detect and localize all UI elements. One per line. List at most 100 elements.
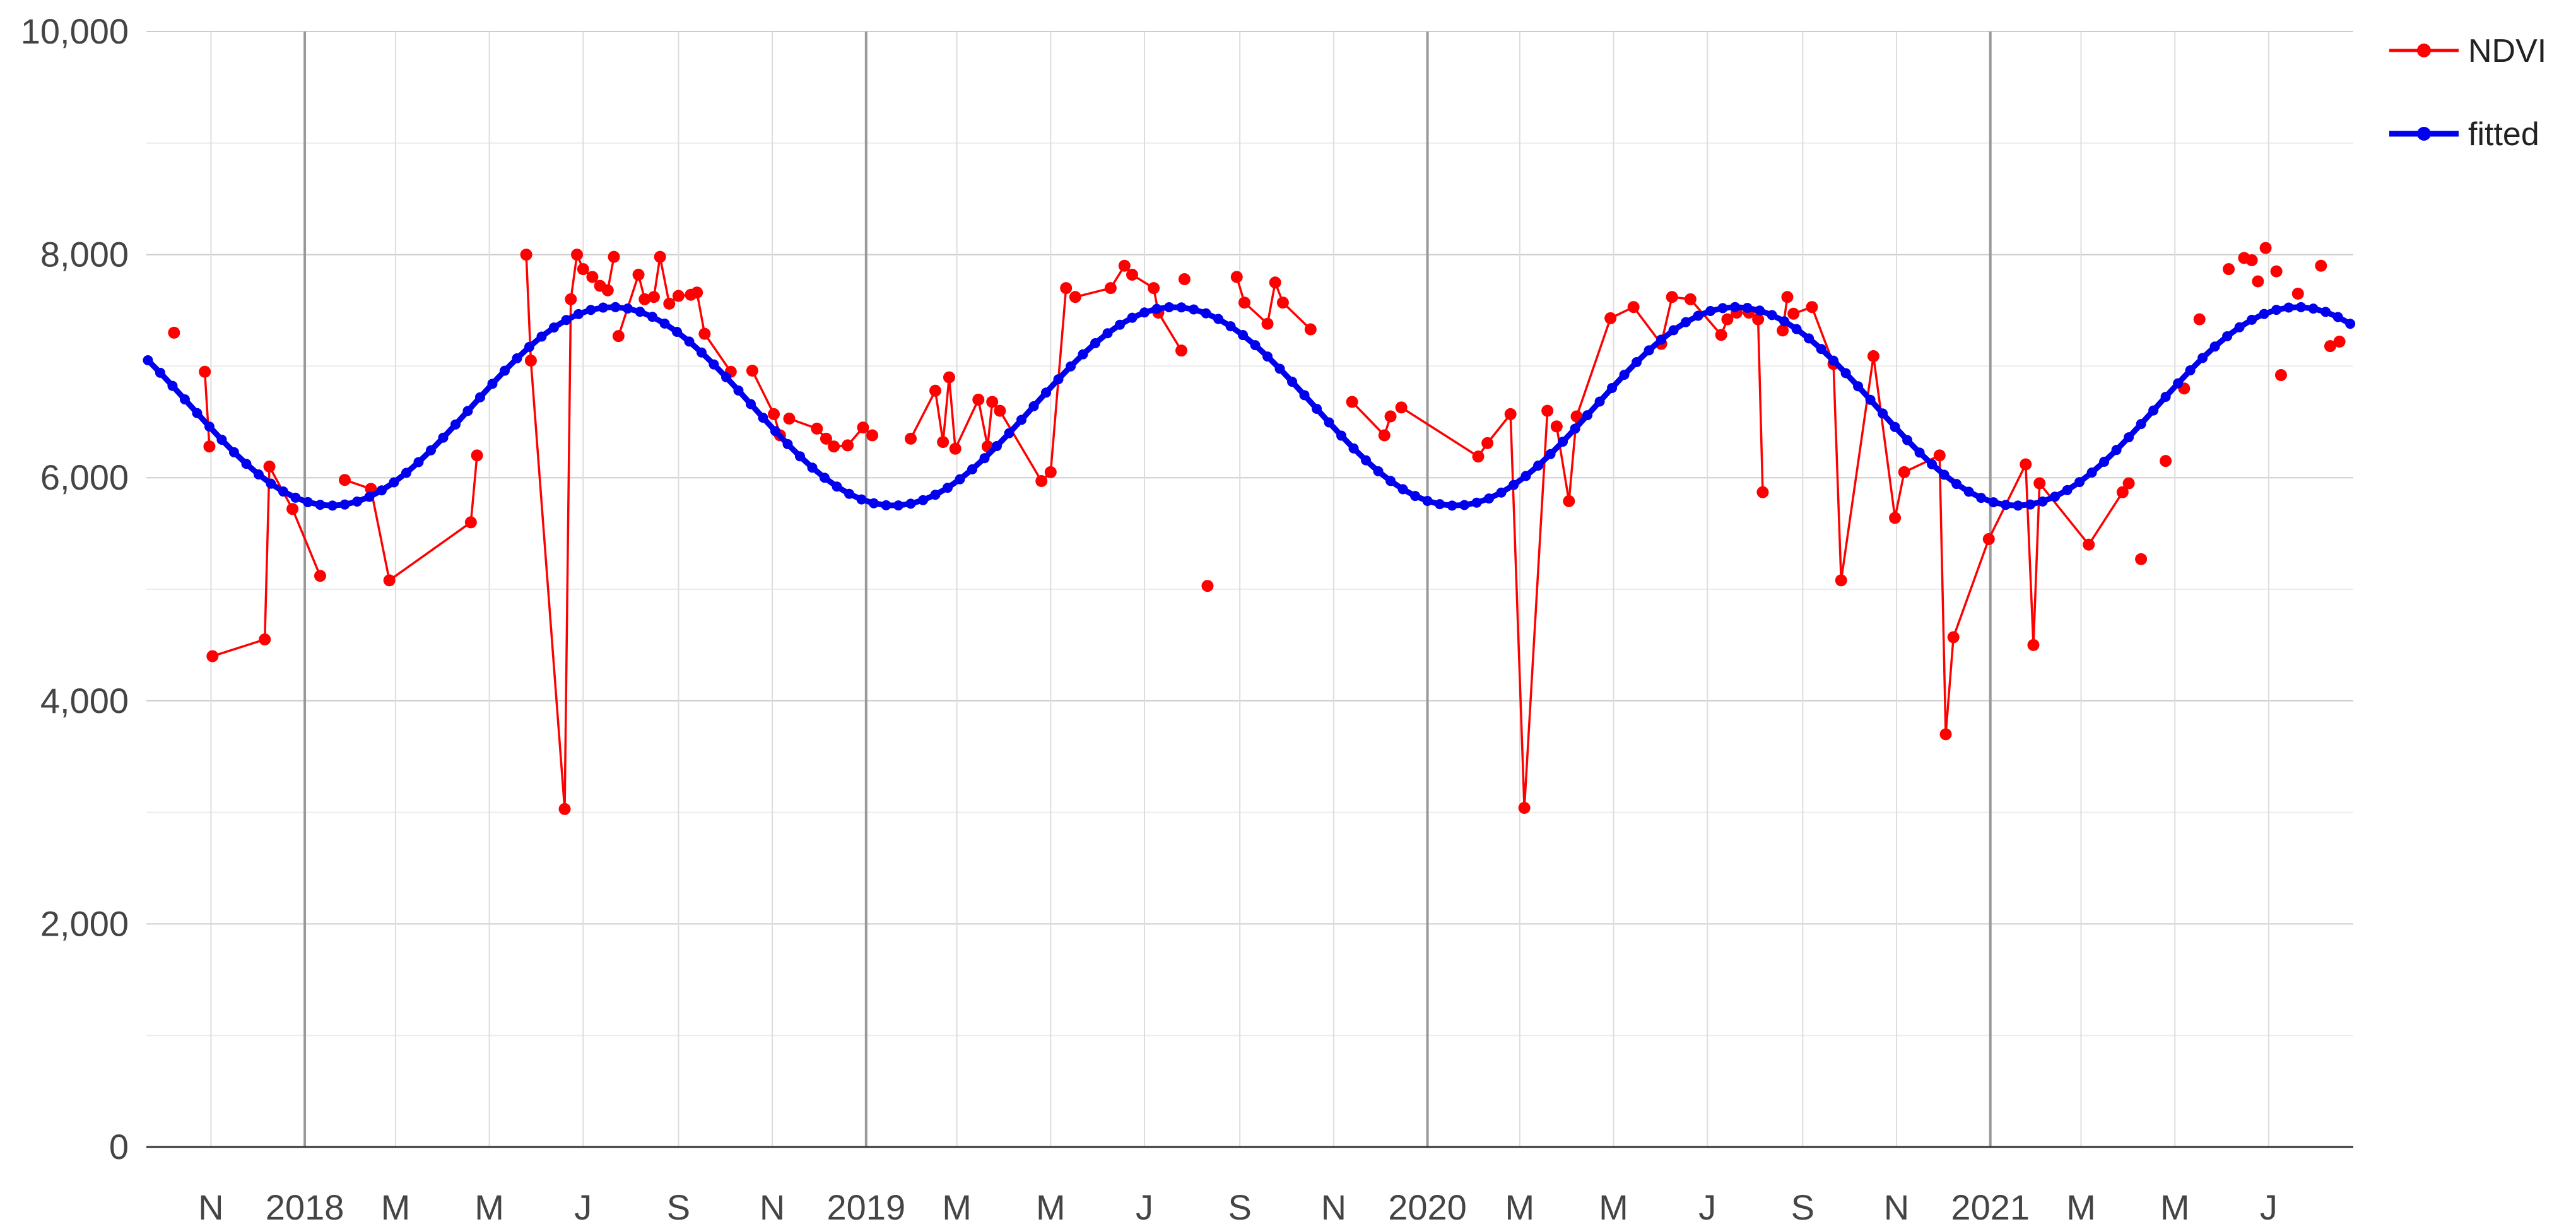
fitted-point bbox=[1361, 455, 1372, 466]
ndvi-point bbox=[577, 263, 589, 276]
y-tick-label: 4,000 bbox=[40, 681, 129, 720]
fitted-point bbox=[659, 318, 670, 329]
ndvi-segment bbox=[1952, 538, 1990, 638]
fitted-point bbox=[1078, 349, 1088, 360]
ndvi-point bbox=[1550, 420, 1563, 433]
fitted-point bbox=[1779, 316, 1790, 327]
ndvi-segment bbox=[2025, 464, 2035, 645]
ndvi-segment bbox=[1074, 286, 1111, 298]
fitted-point bbox=[2222, 331, 2233, 341]
ndvi-segment bbox=[1266, 282, 1276, 324]
fitted-point bbox=[733, 385, 744, 396]
fitted-point bbox=[548, 322, 559, 333]
x-tick-label: S bbox=[1228, 1187, 1251, 1227]
ndvi-segment bbox=[2032, 483, 2041, 645]
fitted-point bbox=[1459, 500, 1470, 510]
fitted-point bbox=[1804, 333, 1814, 344]
fitted-point bbox=[881, 500, 891, 510]
x-tick-label: J bbox=[574, 1187, 592, 1227]
fitted-point bbox=[597, 302, 608, 313]
ndvi-point bbox=[691, 286, 703, 299]
ndvi-point bbox=[263, 461, 276, 473]
ndvi-segment bbox=[1690, 298, 1722, 336]
ndvi-segment bbox=[2038, 482, 2090, 546]
y-tick-label: 10,000 bbox=[21, 11, 129, 51]
fitted-point bbox=[1385, 476, 1396, 486]
ndvi-point bbox=[929, 384, 942, 397]
ndvi-segment bbox=[986, 401, 994, 447]
ndvi-segment bbox=[212, 638, 266, 657]
fitted-point bbox=[1644, 345, 1654, 356]
ndvi-point bbox=[1504, 408, 1517, 420]
ndvi-point bbox=[1175, 344, 1188, 357]
fitted-point bbox=[1988, 497, 1999, 508]
ndvi-point bbox=[2020, 458, 2032, 471]
ndvi-segment bbox=[1893, 472, 1905, 519]
fitted-point bbox=[1324, 417, 1334, 428]
ndvi-point bbox=[1104, 282, 1117, 295]
ndvi-point bbox=[1806, 301, 1818, 314]
ndvi-segment bbox=[1351, 401, 1385, 437]
fitted-point bbox=[1484, 493, 1495, 504]
ndvi-point bbox=[520, 249, 532, 261]
ndvi-point bbox=[1148, 282, 1160, 295]
fitted-point bbox=[1299, 390, 1310, 401]
ndvi-point bbox=[1947, 631, 1960, 644]
fitted-point bbox=[2197, 353, 2208, 363]
fitted-point bbox=[1336, 430, 1347, 441]
fitted-point bbox=[413, 457, 424, 467]
fitted-point bbox=[2050, 491, 2061, 502]
ndvi-point bbox=[203, 440, 216, 453]
fitted-point bbox=[1951, 479, 1962, 490]
fitted-point bbox=[844, 488, 854, 499]
ndvi-segment bbox=[1486, 413, 1512, 444]
ndvi-point bbox=[1570, 410, 1583, 423]
fitted-point bbox=[770, 426, 780, 437]
ndvi-point bbox=[937, 436, 950, 449]
fitted-point bbox=[868, 498, 879, 509]
ndvi-point bbox=[1777, 324, 1789, 337]
fitted-point bbox=[1471, 497, 1482, 508]
legend-item-fitted[interactable]: fitted bbox=[2389, 116, 2539, 153]
ndvi-point bbox=[1384, 410, 1397, 423]
fitted-point bbox=[1274, 363, 1285, 374]
fitted-point bbox=[143, 355, 153, 366]
ndvi-point bbox=[632, 268, 645, 281]
ndvi-series bbox=[168, 242, 2346, 815]
ndvi-point bbox=[1627, 301, 1640, 314]
fitted-point bbox=[302, 497, 313, 507]
ndvi-point bbox=[2291, 287, 2304, 300]
x-tick-label: J bbox=[2260, 1187, 2278, 1227]
ndvi-point bbox=[638, 293, 651, 305]
legend-item-ndvi[interactable]: NDVI bbox=[2389, 33, 2546, 69]
fitted-point bbox=[536, 331, 547, 342]
x-tick-label: J bbox=[1136, 1187, 1153, 1227]
ndvi-segment bbox=[1872, 356, 1897, 519]
ndvi-point bbox=[206, 650, 219, 662]
ndvi-segment bbox=[469, 455, 478, 523]
x-tick-label: M bbox=[2160, 1187, 2190, 1227]
fitted-point bbox=[671, 327, 682, 338]
ndvi-point bbox=[647, 291, 660, 303]
ndvi-point bbox=[1982, 532, 1995, 545]
fitted-point bbox=[1939, 469, 1950, 480]
ndvi-point bbox=[1201, 580, 1214, 592]
fitted-point bbox=[573, 309, 584, 319]
fitted-point bbox=[720, 372, 731, 382]
ndvi-point bbox=[811, 422, 823, 435]
fitted-point bbox=[204, 421, 215, 432]
fitted-point bbox=[2136, 419, 2146, 430]
fitted-point bbox=[1927, 459, 1938, 469]
fitted-point bbox=[438, 432, 449, 443]
fitted-point bbox=[487, 379, 498, 389]
fitted-point bbox=[955, 474, 965, 485]
ndvi-segment bbox=[948, 377, 956, 449]
fitted-point bbox=[709, 359, 719, 370]
fitted-point bbox=[967, 464, 978, 474]
fitted-point bbox=[2332, 312, 2343, 322]
ndvi-point bbox=[820, 432, 832, 445]
ndvi-point bbox=[1835, 574, 1847, 587]
x-tick-label: 2021 bbox=[1951, 1187, 2030, 1227]
ndvi-point bbox=[698, 327, 711, 340]
x-tick-label: S bbox=[1791, 1187, 1814, 1227]
